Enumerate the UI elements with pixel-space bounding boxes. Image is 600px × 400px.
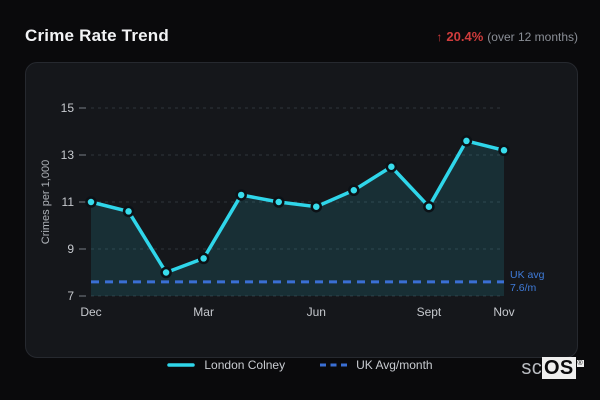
page-title: Crime Rate Trend: [25, 26, 169, 45]
legend-label: UK Avg/month: [356, 358, 433, 372]
data-point-marker: [85, 196, 97, 208]
chart-card: 7 9 11 13 15 Crimes per 1,000 Dec Mar Jun Sept Nov…: [25, 62, 578, 358]
y-axis-label: 7: [67, 289, 74, 303]
data-point-marker: [272, 196, 285, 208]
logo-prefix: sc: [521, 357, 543, 379]
uk-avg-annotation-value: 7.6/m: [510, 282, 537, 294]
logo-suffix: OS: [542, 357, 576, 379]
y-axis-label: 15: [61, 101, 75, 115]
data-point-marker: [197, 252, 210, 265]
x-axis-label: Dec: [80, 305, 101, 319]
trend-period: (over 12 months): [487, 29, 578, 44]
widget-header: Crime Rate Trend ↑ 20.4% (over 12 months…: [25, 24, 578, 48]
y-axis-label: 11: [62, 195, 75, 209]
trend-up-arrow: ↑: [436, 29, 443, 44]
y-axis-title: Crimes per 1,000: [40, 160, 52, 244]
trend-line-chart: 7 9 11 13 15 Crimes per 1,000 Dec Mar Jun Sept Nov…: [40, 101, 545, 319]
series-line-london-colney: [89, 139, 506, 275]
scos-logo: sc OS ®: [521, 356, 584, 385]
dashed-line-swatch: [320, 363, 348, 367]
solid-line-swatch: [167, 363, 196, 367]
x-axis-label: Mar: [193, 305, 214, 319]
data-point-marker: [498, 144, 510, 157]
data-point-marker: [122, 205, 135, 218]
y-axis-label: 13: [61, 148, 75, 162]
data-point-marker: [235, 189, 247, 201]
trend-stat: ↑ 20.4% (over 12 months): [436, 29, 578, 44]
legend-item-uk-avg[interactable]: UK Avg/month: [319, 358, 433, 372]
data-point-marker: [348, 184, 360, 196]
trend-value: 20.4%: [446, 28, 484, 44]
uk-avg-annotation: UK avg: [510, 269, 545, 281]
x-axis-label: Sept: [417, 305, 442, 319]
data-point-marker: [460, 135, 473, 147]
data-point-marker: [423, 200, 435, 213]
legend-item-london-colney[interactable]: London Colney: [167, 358, 285, 372]
data-point-marker: [385, 161, 398, 173]
y-axis-label: 9: [67, 242, 74, 256]
legend-label: London Colney: [204, 358, 286, 372]
series-area-fill: [91, 140, 504, 296]
chart-legend: London Colney UK Avg/month: [0, 356, 600, 374]
x-axis-label: Jun: [307, 305, 326, 319]
data-point-marker: [310, 200, 323, 213]
x-axis-label: Nov: [493, 305, 514, 319]
registered-trademark-icon: ®: [576, 360, 584, 367]
data-point-marker: [160, 266, 172, 279]
